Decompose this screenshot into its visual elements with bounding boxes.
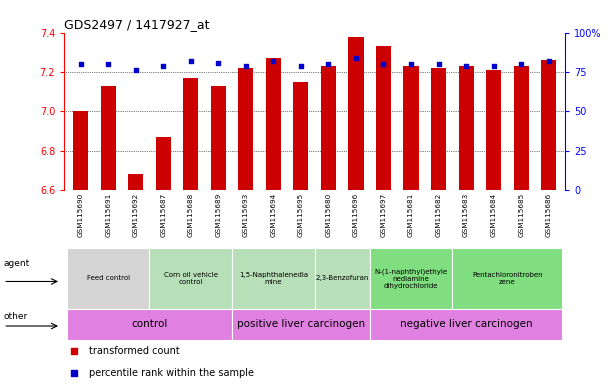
Text: GSM115685: GSM115685 xyxy=(518,193,524,237)
Bar xyxy=(266,58,281,190)
Bar xyxy=(156,137,171,190)
Point xyxy=(434,61,444,67)
Bar xyxy=(67,248,150,308)
Bar xyxy=(486,70,501,190)
Bar xyxy=(321,66,336,190)
Point xyxy=(406,61,416,67)
Text: transformed count: transformed count xyxy=(89,346,180,356)
Text: GSM115697: GSM115697 xyxy=(381,193,387,237)
Text: control: control xyxy=(131,319,167,329)
Text: 2,3-Benzofuran: 2,3-Benzofuran xyxy=(315,275,369,281)
Bar xyxy=(183,78,199,190)
Bar xyxy=(370,310,562,339)
Text: GSM115686: GSM115686 xyxy=(546,193,552,237)
Text: GSM115684: GSM115684 xyxy=(491,193,497,237)
Text: GSM115680: GSM115680 xyxy=(326,193,331,237)
Point xyxy=(401,58,411,64)
Text: GSM115687: GSM115687 xyxy=(160,193,166,237)
Bar xyxy=(370,248,452,308)
Text: Feed control: Feed control xyxy=(87,275,130,281)
Point xyxy=(76,61,86,67)
Text: 1,5-Naphthalenedia
mine: 1,5-Naphthalenedia mine xyxy=(239,272,308,285)
Point xyxy=(351,55,361,61)
Text: GSM115683: GSM115683 xyxy=(463,193,469,237)
Bar xyxy=(403,66,419,190)
Text: GSM115690: GSM115690 xyxy=(78,193,84,237)
Text: GSM115691: GSM115691 xyxy=(105,193,111,237)
Bar xyxy=(73,111,88,190)
Bar xyxy=(232,310,370,339)
Text: Corn oil vehicle
control: Corn oil vehicle control xyxy=(164,272,218,285)
Text: N-(1-naphthyl)ethyle
nediamine
dihydrochloride: N-(1-naphthyl)ethyle nediamine dihydroch… xyxy=(375,268,448,289)
Point xyxy=(241,63,251,69)
Point xyxy=(489,63,499,69)
Text: GSM115696: GSM115696 xyxy=(353,193,359,237)
Bar xyxy=(101,86,115,190)
Text: GDS2497 / 1417927_at: GDS2497 / 1417927_at xyxy=(64,18,210,31)
Bar xyxy=(128,174,144,190)
Point xyxy=(296,63,306,69)
Bar xyxy=(376,46,391,190)
Bar xyxy=(315,248,370,308)
Bar xyxy=(348,36,364,190)
Bar xyxy=(293,82,309,190)
Point xyxy=(401,258,411,265)
Text: negative liver carcinogen: negative liver carcinogen xyxy=(400,319,532,329)
Text: GSM115682: GSM115682 xyxy=(436,193,442,237)
Bar xyxy=(431,68,446,190)
Point xyxy=(186,58,196,64)
Point xyxy=(544,58,554,64)
Point xyxy=(461,63,471,69)
Point xyxy=(516,61,526,67)
Bar xyxy=(211,86,226,190)
Bar xyxy=(150,248,232,308)
Text: agent: agent xyxy=(3,258,29,268)
Point xyxy=(324,61,334,67)
Text: GSM115694: GSM115694 xyxy=(271,193,276,237)
Text: GSM115681: GSM115681 xyxy=(408,193,414,237)
Text: GSM115688: GSM115688 xyxy=(188,193,194,237)
Text: GSM115689: GSM115689 xyxy=(215,193,221,237)
Text: percentile rank within the sample: percentile rank within the sample xyxy=(89,368,254,378)
Text: Pentachloronitroben
zene: Pentachloronitroben zene xyxy=(472,272,543,285)
Text: GSM115693: GSM115693 xyxy=(243,193,249,237)
Point xyxy=(379,61,389,67)
Bar xyxy=(232,248,315,308)
Bar xyxy=(514,66,529,190)
Bar xyxy=(67,310,232,339)
Bar xyxy=(452,248,562,308)
Point xyxy=(158,63,168,69)
Text: GSM115695: GSM115695 xyxy=(298,193,304,237)
Text: GSM115692: GSM115692 xyxy=(133,193,139,237)
Point xyxy=(103,61,113,67)
Bar xyxy=(541,60,556,190)
Bar xyxy=(458,66,474,190)
Bar xyxy=(238,68,254,190)
Point xyxy=(213,60,223,66)
Point xyxy=(131,67,141,73)
Point xyxy=(268,58,278,64)
Text: other: other xyxy=(3,312,27,321)
Text: positive liver carcinogen: positive liver carcinogen xyxy=(237,319,365,329)
